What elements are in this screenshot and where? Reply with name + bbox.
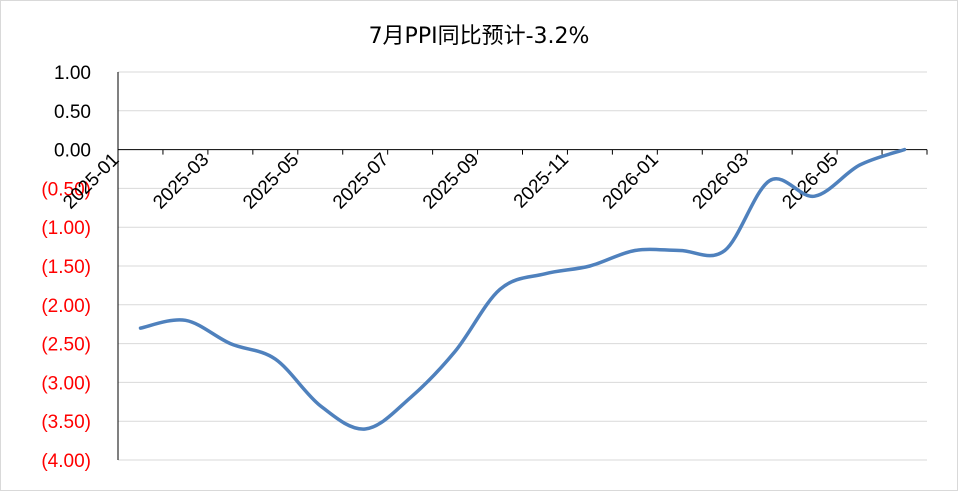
axes [117,72,928,460]
x-tick-label: 2025-11 [510,149,573,212]
data-point [544,272,547,275]
y-tick-label: (2.50) [41,335,91,356]
chart-title: 7月PPI同比预计-3.2% [368,24,590,49]
data-point [858,164,861,167]
data-point [409,396,412,399]
y-tick-label: 0.50 [54,102,91,123]
y-tick-label: (3.00) [41,373,91,394]
x-tick-label: 2025-05 [239,149,303,213]
x-tick-label: 2025-03 [149,149,213,213]
y-tick-label: (1.00) [41,218,91,239]
y-tick-label: (3.50) [41,412,91,433]
y-tick-label: (0.50) [41,179,91,200]
x-tick-label: 2025-07 [329,149,393,213]
y-tick-label: (1.50) [41,257,91,278]
data-point [903,148,906,151]
y-tick-label: 0.00 [54,141,91,162]
x-tick-label: 2026-01 [599,149,663,213]
data-point [319,404,322,407]
data-point [184,319,187,322]
y-tick-label: 1.00 [54,63,91,84]
x-tick-label: 2026-03 [689,149,753,213]
x-axis-tick-labels: 2025-01 2025-03 2025-05 2025-07 2025-09 2025-… [59,149,842,213]
data-point [229,342,232,345]
data-point [768,179,771,182]
data-point [364,428,367,431]
gridlines [118,71,927,461]
data-point [813,195,816,198]
data-point [274,358,277,361]
data-point [723,249,726,252]
data-point [139,327,142,330]
data-point [678,249,681,252]
data-point [633,249,636,252]
series-layer [138,147,907,431]
x-tick-label: 2025-09 [419,149,483,213]
series-line [138,147,907,431]
data-point [499,288,502,291]
data-point [454,350,457,353]
y-tick-label: (4.00) [41,451,91,472]
y-tick-label: (2.00) [41,296,91,317]
data-point [588,265,591,268]
y-axis-tick-labels: 1.00 0.50 0.00 (0.50) (1.00) (1.50) (2.00) (2.5… [41,63,91,472]
